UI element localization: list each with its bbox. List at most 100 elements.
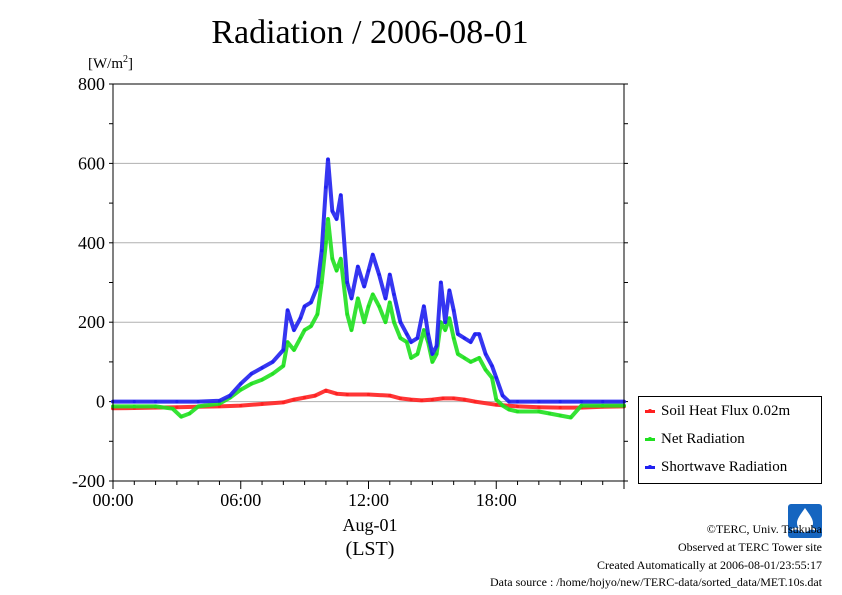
data-point-1-55 — [494, 398, 498, 402]
data-point-2-28 — [366, 268, 371, 273]
data-point-1-12 — [271, 372, 275, 376]
chart-title: Radiation / 2006-08-01 — [211, 14, 529, 51]
y-tick-label: 0 — [96, 392, 105, 412]
data-point-1-48 — [456, 352, 460, 356]
data-point-1-49 — [462, 356, 466, 360]
data-point-0-11 — [313, 394, 317, 398]
data-point-2-55 — [507, 400, 511, 404]
x-tick-label: 06:00 — [220, 490, 261, 510]
legend-item-net-radiation: Net Radiation — [645, 429, 745, 449]
data-point-2-26 — [356, 265, 360, 269]
footer-created: Created Automatically at 2006-08-01/23:5… — [597, 558, 822, 572]
legend-item-shortwave-radiation: Shortwave Radiation — [645, 457, 787, 477]
data-point-1-52 — [477, 356, 481, 360]
data-point-2-43 — [443, 320, 447, 324]
data-point-2-59 — [579, 400, 584, 404]
data-point-2-42 — [439, 280, 443, 285]
data-point-1-11 — [260, 378, 264, 382]
data-point-1-60 — [547, 411, 552, 416]
data-point-1-18 — [309, 324, 313, 328]
data-point-1-36 — [398, 336, 403, 340]
data-point-1-1 — [132, 404, 136, 408]
data-point-1-58 — [515, 409, 520, 414]
data-point-0-27 — [537, 405, 541, 409]
y-tick-label: 200 — [78, 312, 105, 332]
legend-label-net-radiation: Net Radiation — [661, 430, 745, 447]
legend-label-shortwave-radiation: Shortwave Radiation — [661, 458, 788, 475]
data-point-2-3 — [175, 400, 179, 404]
data-point-2-29 — [371, 253, 375, 257]
data-point-2-47 — [462, 336, 466, 340]
y-tick-label: 600 — [78, 153, 105, 173]
data-point-2-39 — [426, 332, 430, 336]
legend-swatch-shortwave-radiation — [645, 464, 655, 469]
data-point-2-9 — [260, 366, 264, 370]
data-point-0-9 — [292, 398, 296, 402]
data-point-1-22 — [326, 217, 330, 221]
data-point-0-8 — [281, 400, 285, 404]
legend: Soil Heat Flux 0.02m Net Radiation Short… — [638, 396, 822, 484]
data-point-2-34 — [398, 320, 403, 324]
series-line-shortwave-radiation — [111, 157, 626, 404]
data-point-2-5 — [217, 399, 222, 403]
legend-label-soil-heat-flux: Soil Heat Flux 0.02m — [661, 402, 791, 419]
data-point-1-30 — [366, 304, 371, 308]
plot-frame — [112, 83, 625, 482]
data-point-2-37 — [415, 336, 420, 340]
data-point-2-6 — [228, 394, 232, 398]
data-point-1-63 — [579, 403, 584, 408]
data-point-2-41 — [435, 344, 439, 348]
data-point-2-46 — [456, 332, 460, 336]
data-point-1-5 — [188, 411, 192, 416]
data-point-2-4 — [196, 400, 200, 404]
data-point-1-42 — [430, 360, 434, 364]
data-point-1-31 — [371, 292, 375, 297]
data-point-2-33 — [392, 292, 396, 297]
data-point-1-3 — [171, 407, 175, 411]
data-point-2-44 — [447, 288, 452, 293]
data-point-2-50 — [477, 332, 481, 336]
legend-swatch-net-radiation — [645, 436, 655, 441]
footer-copyright: ©TERC, Univ. Tsukuba — [706, 522, 822, 536]
data-point-1-46 — [447, 316, 452, 320]
data-point-2-21 — [330, 209, 334, 213]
data-point-1-9 — [239, 388, 243, 392]
data-point-1-13 — [281, 364, 285, 368]
data-point-1-50 — [469, 360, 473, 364]
data-point-1-43 — [435, 352, 439, 356]
data-point-1-19 — [315, 312, 319, 316]
data-point-1-56 — [501, 403, 505, 408]
data-point-2-40 — [430, 352, 434, 356]
data-point-2-13 — [292, 328, 296, 332]
data-point-1-35 — [392, 320, 396, 324]
data-point-0-20 — [430, 398, 434, 402]
data-point-0-16 — [388, 394, 392, 398]
data-point-1-27 — [349, 328, 354, 332]
data-point-1-20 — [320, 280, 324, 285]
data-point-2-30 — [377, 272, 381, 277]
data-point-1-38 — [409, 356, 413, 360]
data-point-2-20 — [326, 157, 330, 162]
data-point-1-10 — [249, 382, 253, 386]
legend-item-soil-heat-flux: Soil Heat Flux 0.02m — [645, 401, 790, 421]
data-point-0-25 — [494, 403, 498, 407]
data-point-2-11 — [281, 348, 285, 352]
data-point-0-14 — [345, 392, 349, 397]
data-point-0-12 — [324, 388, 328, 393]
data-point-1-40 — [422, 328, 426, 332]
data-point-2-18 — [320, 249, 324, 253]
data-point-1-4 — [179, 415, 183, 419]
data-point-0-17 — [398, 396, 403, 401]
data-point-2-51 — [484, 352, 488, 356]
data-point-1-23 — [330, 257, 334, 261]
data-point-2-31 — [383, 296, 388, 300]
x-axis-timezone-label: (LST) — [345, 538, 395, 560]
data-point-2-2 — [153, 400, 158, 404]
x-tick-label: 12:00 — [348, 490, 389, 510]
data-point-2-24 — [345, 280, 349, 285]
data-point-1-28 — [356, 296, 360, 300]
data-point-0-28 — [558, 405, 562, 410]
data-point-1-61 — [558, 413, 562, 418]
data-point-0-6 — [239, 403, 243, 408]
data-point-1-59 — [537, 409, 541, 414]
